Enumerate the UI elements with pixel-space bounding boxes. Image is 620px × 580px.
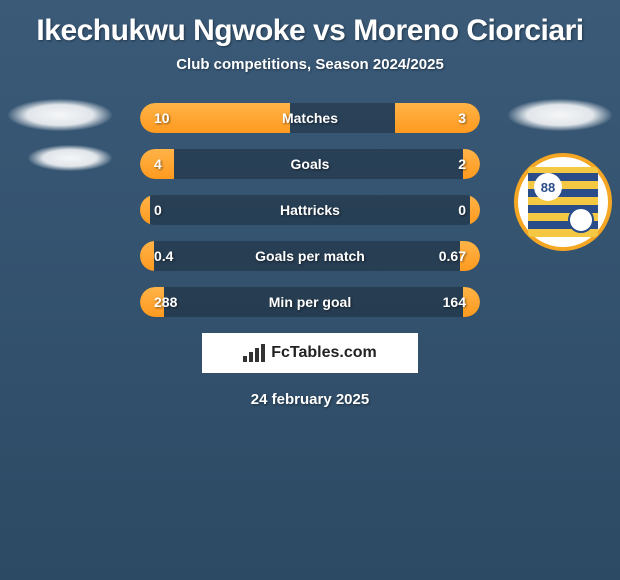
stat-row: 0.4 Goals per match 0.67 (140, 241, 480, 271)
club-badge-right: 88 (514, 153, 612, 251)
avatar-right (508, 99, 612, 131)
avatar-placeholder-icon (508, 99, 612, 131)
page-subtitle: Club competitions, Season 2024/2025 (0, 56, 620, 73)
bar-chart-icon (243, 344, 267, 362)
footer-brand-text: FcTables.com (271, 344, 377, 362)
stat-label: Hattricks (140, 195, 480, 225)
stats-rows: 10 Matches 3 4 Goals 2 0 Hattricks 0 0.4… (140, 103, 480, 317)
soccer-ball-icon (568, 207, 594, 233)
date-text: 24 february 2025 (0, 391, 620, 408)
stat-value-right: 2 (458, 156, 466, 172)
footer-brand-box: FcTables.com (202, 333, 418, 373)
stat-value-right: 164 (443, 294, 466, 310)
stat-row: 0 Hattricks 0 (140, 195, 480, 225)
club-badge-number: 88 (534, 173, 562, 201)
stat-row: 10 Matches 3 (140, 103, 480, 133)
avatar-left (8, 99, 112, 131)
stat-label: Min per goal (140, 287, 480, 317)
stat-value-right: 3 (458, 110, 466, 126)
stat-label: Goals per match (140, 241, 480, 271)
stat-label: Matches (140, 103, 480, 133)
stat-value-right: 0 (458, 202, 466, 218)
stat-value-right: 0.67 (439, 248, 466, 264)
club-badge-left (28, 145, 112, 171)
club-badge-icon: 88 (514, 153, 612, 251)
stat-label: Goals (140, 149, 480, 179)
club-placeholder-icon (28, 145, 112, 171)
stat-row: 4 Goals 2 (140, 149, 480, 179)
stat-row: 288 Min per goal 164 (140, 287, 480, 317)
comparison-area: 88 10 Matches 3 4 Goals 2 0 Hattricks 0 … (0, 103, 620, 317)
page-title: Ikechukwu Ngwoke vs Moreno Ciorciari (0, 0, 620, 56)
avatar-placeholder-icon (8, 99, 112, 131)
